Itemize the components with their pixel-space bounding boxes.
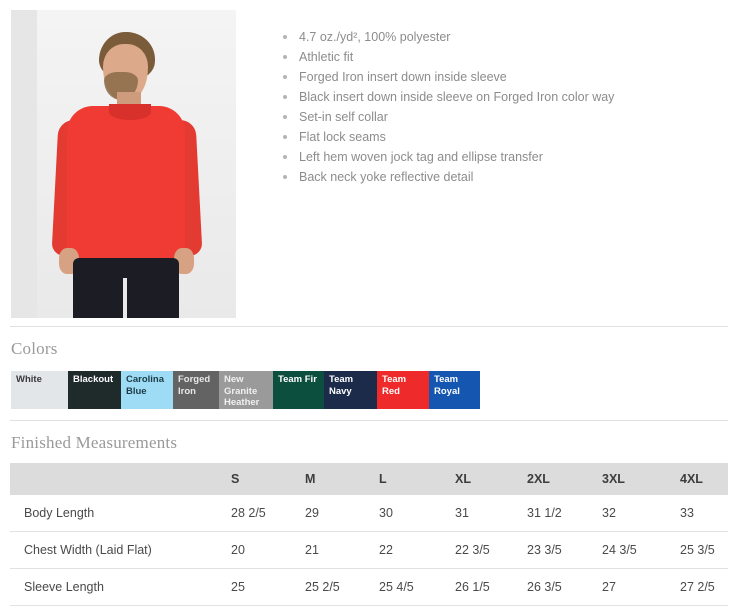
measurements-section: Finished Measurements S M L XL 2XL 3XL 4… [0, 433, 738, 606]
cell-chest-width-s: 20 [231, 531, 305, 569]
feature-item: Set-in self collar [283, 108, 718, 126]
feature-text: Back neck yoke reflective detail [299, 170, 474, 184]
cell-body-length-m: 29 [305, 495, 379, 532]
cell-sleeve-length-l: 25 4/5 [379, 568, 455, 606]
model-pants-gap [123, 278, 127, 318]
feature-item: Athletic fit [283, 48, 718, 66]
column-header-4xl: 4XL [680, 463, 728, 495]
column-header-xl: XL [455, 463, 527, 495]
cell-body-length-l: 30 [379, 495, 455, 532]
cell-chest-width-xl: 22 3/5 [455, 531, 527, 569]
measurements-heading: Finished Measurements [11, 433, 178, 452]
row-label-body-length: Body Length [10, 495, 231, 532]
color-swatch-carolina-blue[interactable]: Carolina Blue [121, 371, 173, 409]
feature-list-container: 4.7 oz./yd², 100% polyester Athletic fit… [283, 28, 738, 188]
feature-item: Black insert down inside sleeve on Forge… [283, 88, 718, 106]
color-swatch-white[interactable]: White [11, 371, 68, 409]
product-feature-list: 4.7 oz./yd², 100% polyester Athletic fit… [283, 28, 718, 186]
photo-backdrop-edge [11, 10, 37, 318]
feature-text: Forged Iron insert down inside sleeve [299, 70, 507, 84]
column-header-s: S [231, 463, 305, 495]
cell-body-length-2xl: 31 1/2 [527, 495, 602, 532]
color-swatch-team-fir[interactable]: Team Fir [273, 371, 324, 409]
row-label-sleeve-length: Sleeve Length [10, 568, 231, 606]
column-header-3xl: 3XL [602, 463, 680, 495]
color-swatch-new-granite-heather[interactable]: New Granite Heather [219, 371, 273, 409]
divider-above-measurements [10, 420, 728, 421]
cell-sleeve-length-s: 25 [231, 568, 305, 606]
product-image[interactable] [11, 10, 236, 318]
feature-text: 4.7 oz./yd², 100% polyester [299, 30, 451, 44]
feature-text: Flat lock seams [299, 130, 386, 144]
cell-body-length-s: 28 2/5 [231, 495, 305, 532]
colors-heading: Colors [11, 339, 58, 358]
measurements-table: S M L XL 2XL 3XL 4XL Body Length 28 2/5 … [10, 463, 728, 606]
product-overview-section: 4.7 oz./yd², 100% polyester Athletic fit… [11, 10, 738, 318]
model-photo-illustration [11, 10, 236, 318]
cell-sleeve-length-3xl: 27 [602, 568, 680, 606]
feature-text: Athletic fit [299, 50, 354, 64]
color-swatch-forged-iron[interactable]: Forged Iron [173, 371, 219, 409]
cell-sleeve-length-m: 25 2/5 [305, 568, 379, 606]
feature-item: 4.7 oz./yd², 100% polyester [283, 28, 718, 46]
cell-body-length-xl: 31 [455, 495, 527, 532]
bullet-icon [283, 115, 287, 119]
cell-body-length-4xl: 33 [680, 495, 728, 532]
model-right-hand [174, 248, 194, 274]
color-swatch-row: White Blackout Carolina Blue Forged Iron… [11, 371, 480, 409]
table-row: Sleeve Length 25 25 2/5 25 4/5 26 1/5 26… [10, 568, 728, 606]
table-row: Body Length 28 2/5 29 30 31 31 1/2 32 33 [10, 495, 728, 532]
feature-item: Left hem woven jock tag and ellipse tran… [283, 148, 718, 166]
bullet-icon [283, 135, 287, 139]
color-swatch-team-navy[interactable]: Team Navy [324, 371, 377, 409]
colors-section: Colors White Blackout Carolina Blue Forg… [0, 339, 738, 409]
table-header-row: S M L XL 2XL 3XL 4XL [10, 463, 728, 495]
feature-item: Flat lock seams [283, 128, 718, 146]
cell-chest-width-m: 21 [305, 531, 379, 569]
feature-item: Back neck yoke reflective detail [283, 168, 718, 186]
color-swatch-team-royal[interactable]: Team Royal [429, 371, 480, 409]
cell-sleeve-length-2xl: 26 3/5 [527, 568, 602, 606]
row-label-chest-width: Chest Width (Laid Flat) [10, 531, 231, 569]
bullet-icon [283, 35, 287, 39]
bullet-icon [283, 175, 287, 179]
bullet-icon [283, 155, 287, 159]
bullet-icon [283, 55, 287, 59]
feature-text: Set-in self collar [299, 110, 388, 124]
shirt-body [67, 106, 185, 266]
column-header-2xl: 2XL [527, 463, 602, 495]
column-header-blank [10, 463, 231, 495]
color-swatch-blackout[interactable]: Blackout [68, 371, 121, 409]
bullet-icon [283, 75, 287, 79]
feature-text: Left hem woven jock tag and ellipse tran… [299, 150, 543, 164]
table-row: Chest Width (Laid Flat) 20 21 22 22 3/5 … [10, 531, 728, 569]
feature-item: Forged Iron insert down inside sleeve [283, 68, 718, 86]
color-swatch-team-red[interactable]: Team Red [377, 371, 429, 409]
bullet-icon [283, 95, 287, 99]
cell-body-length-3xl: 32 [602, 495, 680, 532]
column-header-l: L [379, 463, 455, 495]
cell-sleeve-length-xl: 26 1/5 [455, 568, 527, 606]
feature-text: Black insert down inside sleeve on Forge… [299, 90, 615, 104]
shirt-collar [109, 104, 151, 120]
cell-chest-width-2xl: 23 3/5 [527, 531, 602, 569]
cell-chest-width-l: 22 [379, 531, 455, 569]
column-header-m: M [305, 463, 379, 495]
cell-chest-width-3xl: 24 3/5 [602, 531, 680, 569]
cell-chest-width-4xl: 25 3/5 [680, 531, 728, 569]
divider-above-colors [10, 326, 728, 327]
cell-sleeve-length-4xl: 27 2/5 [680, 568, 728, 606]
